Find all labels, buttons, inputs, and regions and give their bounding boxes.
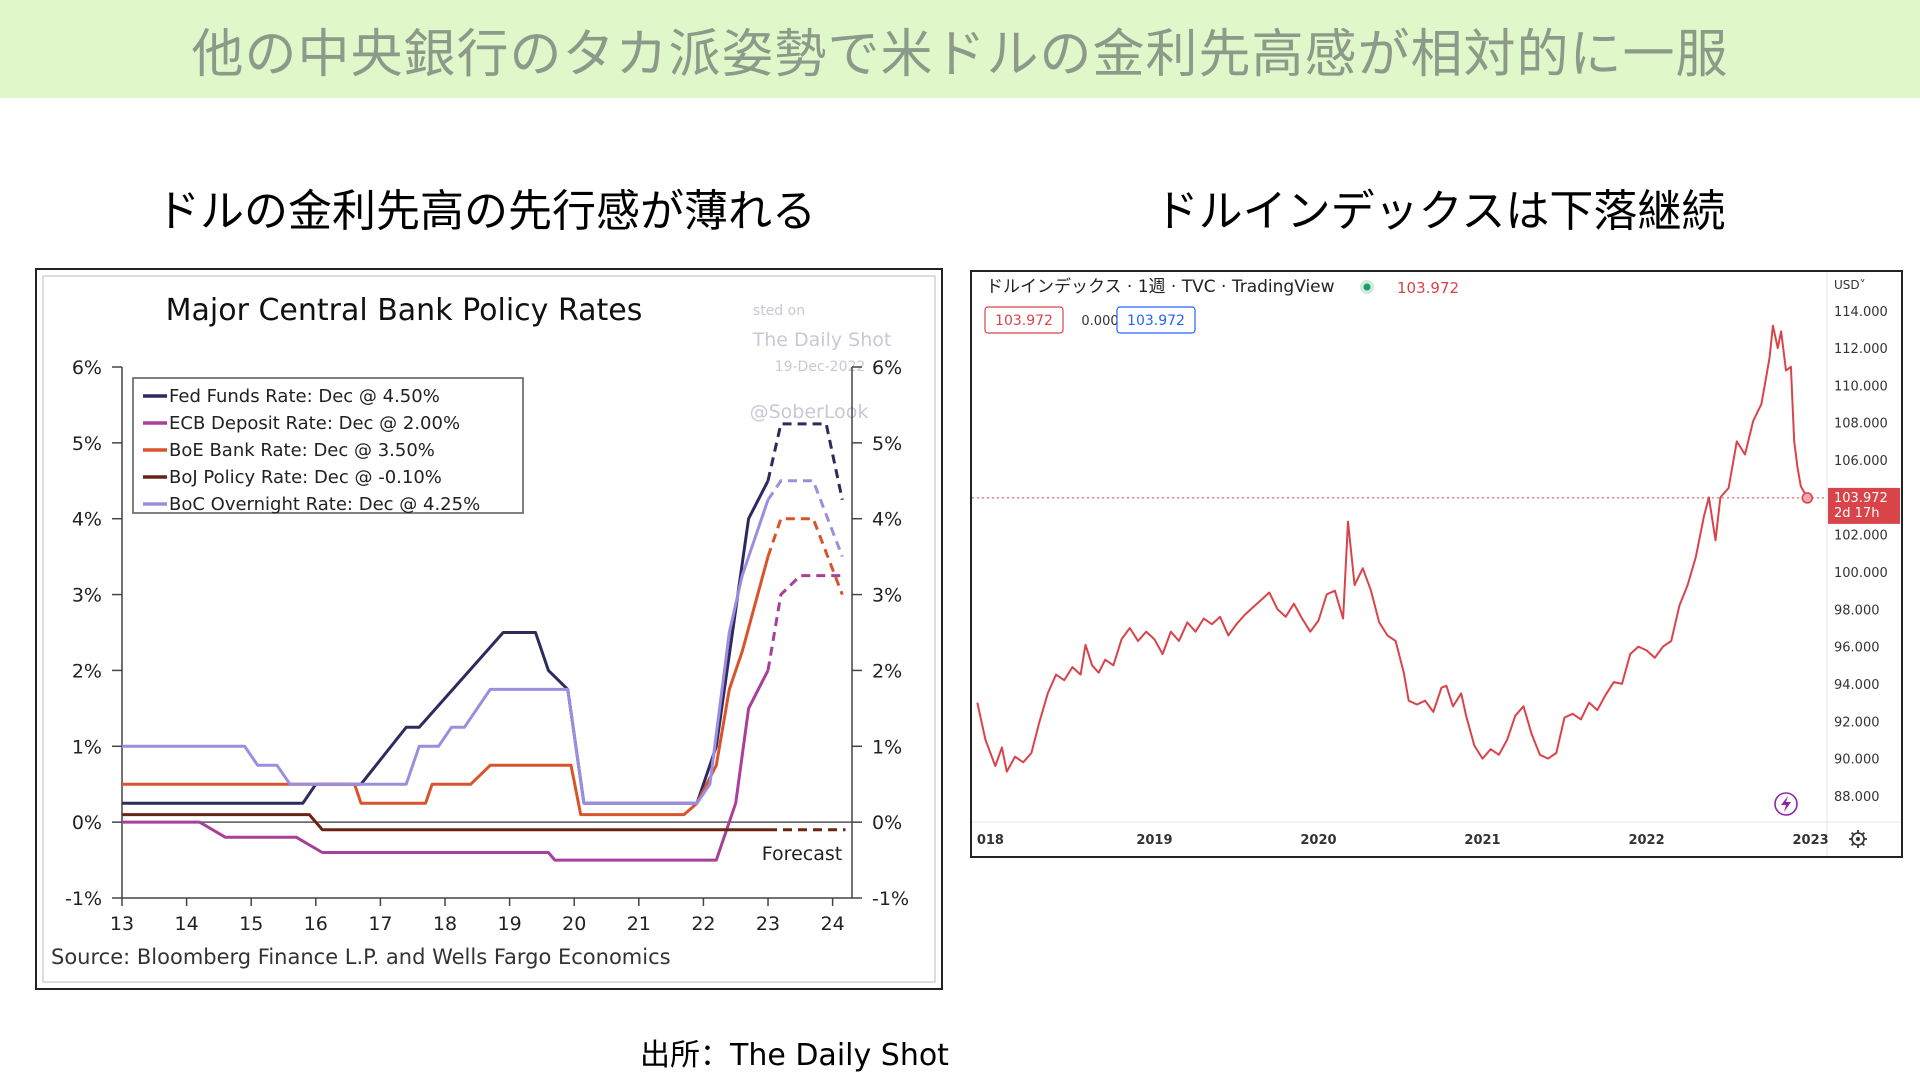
price-tick-label: 112.000 — [1834, 342, 1888, 357]
lightning-icon[interactable] — [1774, 792, 1798, 816]
gear-icon[interactable] — [1849, 830, 1867, 848]
x-tick-label: 17 — [368, 913, 392, 935]
price-tick-label: 102.000 — [1834, 529, 1888, 544]
legend-label: ECB Deposit Rate: Dec @ 2.00% — [169, 413, 460, 434]
ask-value: 103.972 — [1127, 313, 1185, 329]
watermark-text: 19-Dec-2022 — [775, 359, 866, 375]
y-tick-label-right: 3% — [872, 585, 902, 607]
header-last-value: 103.972 — [1397, 279, 1459, 297]
chart-legend: Fed Funds Rate: Dec @ 4.50% ECB Deposit R… — [132, 377, 524, 515]
chart-title: Major Central Bank Policy Rates — [166, 293, 643, 328]
last-price-dot — [1801, 492, 1814, 504]
y-tick-label-right: 5% — [872, 433, 902, 455]
x-tick-label: 23 — [756, 913, 780, 935]
series-line-actual — [122, 813, 768, 832]
forecast-annotation: Forecast — [762, 843, 842, 865]
price-tick-label: 88.000 — [1834, 790, 1880, 805]
policy-rates-chart: Major Central Bank Policy Rates sted on Th… — [42, 275, 936, 983]
y-tick-label-left: 5% — [72, 433, 102, 455]
x-tick-label: 14 — [175, 913, 199, 935]
y-tick-label-right: -1% — [872, 888, 909, 910]
y-tick-label-left: 6% — [72, 357, 102, 379]
x-tick-label: 24 — [821, 913, 845, 935]
spread-value: 0.000 — [1081, 314, 1118, 329]
price-tick-label: 90.000 — [1834, 753, 1880, 768]
currency-label: USD˅ — [1834, 278, 1866, 292]
bid-value: 103.972 — [995, 313, 1053, 329]
y-tick-label-right: 1% — [872, 736, 902, 758]
time-tick-label: 2021 — [1464, 833, 1500, 848]
series-line-forecast — [766, 479, 844, 558]
x-tick-label: 19 — [498, 913, 522, 935]
y-tick-label-right: 2% — [872, 660, 902, 682]
time-tick-label: 2020 — [1300, 833, 1336, 848]
time-tick-label: 2019 — [1136, 833, 1172, 848]
price-tag — [1828, 487, 1900, 524]
symbol-header: ドルインデックス · 1週 · TVC · TradingView — [986, 276, 1335, 297]
price-tick-label: 110.000 — [1834, 379, 1888, 394]
legend-label: Fed Funds Rate: Dec @ 4.50% — [169, 386, 440, 407]
y-tick-label-right: 0% — [872, 812, 902, 834]
series-line-forecast — [766, 517, 844, 596]
y-tick-label-right: 4% — [872, 509, 902, 531]
series-line-actual — [122, 480, 770, 805]
watermark-text: The Daily Shot — [752, 329, 892, 351]
y-tick-label-left: 0% — [72, 812, 102, 834]
left-chart-subtitle: ドルの金利先高の先行感が薄れる — [156, 186, 816, 237]
x-tick-label: 16 — [304, 913, 328, 935]
price-tag-countdown: 2d 17h — [1834, 506, 1879, 521]
x-tick-label: 13 — [110, 913, 134, 935]
dxy-price-line — [976, 324, 1809, 773]
time-tick-label: 2023 — [1793, 833, 1829, 848]
dollar-index-chart-panel[interactable]: 114.000 112.000 110.000 108.000 106.000 102.0… — [970, 270, 1903, 858]
y-tick-label-left: 1% — [72, 736, 102, 758]
market-status-dot — [1363, 283, 1371, 291]
y-tick-label-left: -1% — [65, 888, 102, 910]
source-note: 出所：The Daily Shot — [640, 1038, 949, 1073]
x-tick-label: 21 — [627, 913, 651, 935]
x-tick-label: 20 — [562, 913, 586, 935]
bid-box — [984, 306, 1064, 334]
price-tick-label: 108.000 — [1834, 417, 1888, 432]
series-line-actual — [122, 556, 770, 817]
series-line-actual — [122, 669, 770, 862]
series-line-forecast — [766, 574, 846, 671]
legend-label: BoC Overnight Rate: Dec @ 4.25% — [169, 494, 480, 515]
legend-box — [132, 377, 524, 514]
legend-label: BoJ Policy Rate: Dec @ -0.10% — [169, 467, 442, 488]
price-tick-label: 92.000 — [1834, 715, 1880, 730]
series-line-forecast — [766, 422, 844, 501]
y-tick-label-right: 6% — [872, 357, 902, 379]
price-tick-label: 106.000 — [1834, 454, 1888, 469]
title-banner: 他の中央銀行のタカ派姿勢で米ドルの金利先高感が相対的に一服 — [0, 0, 1920, 98]
price-tick-label: 98.000 — [1834, 603, 1880, 618]
x-tick-label: 22 — [691, 913, 715, 935]
banner-title: 他の中央銀行のタカ派姿勢で米ドルの金利先高感が相対的に一服 — [191, 24, 1729, 85]
watermark-text: @SoberLook — [750, 401, 869, 423]
right-chart-subtitle: ドルインデックスは下落継続 — [1154, 186, 1726, 237]
chart-source: Source: Bloomberg Finance L.P. and Wells… — [51, 945, 671, 969]
x-tick-label: 15 — [239, 913, 263, 935]
price-tick-label: 114.000 — [1834, 305, 1888, 320]
time-tick-label: 2022 — [1628, 833, 1664, 848]
dollar-index-chart[interactable]: 114.000 112.000 110.000 108.000 106.000 102.0… — [972, 272, 1901, 856]
price-tick-label: 96.000 — [1834, 641, 1880, 656]
policy-rates-chart-panel: Major Central Bank Policy Rates sted on Th… — [35, 268, 943, 990]
series-line-actual — [122, 499, 770, 805]
price-tick-label: 100.000 — [1834, 566, 1888, 581]
ask-box — [1116, 306, 1196, 334]
y-tick-label-left: 2% — [72, 660, 102, 682]
watermark-text: sted on — [753, 303, 805, 319]
y-tick-label-left: 3% — [72, 585, 102, 607]
legend-label: BoE Bank Rate: Dec @ 3.50% — [169, 440, 435, 461]
y-tick-label-left: 4% — [72, 509, 102, 531]
price-tick-label: 94.000 — [1834, 678, 1880, 693]
price-tag-value: 103.972 — [1834, 491, 1888, 506]
x-tick-label: 18 — [433, 913, 457, 935]
time-tick-label: 018 — [977, 833, 1004, 848]
inner-frame — [42, 275, 936, 983]
